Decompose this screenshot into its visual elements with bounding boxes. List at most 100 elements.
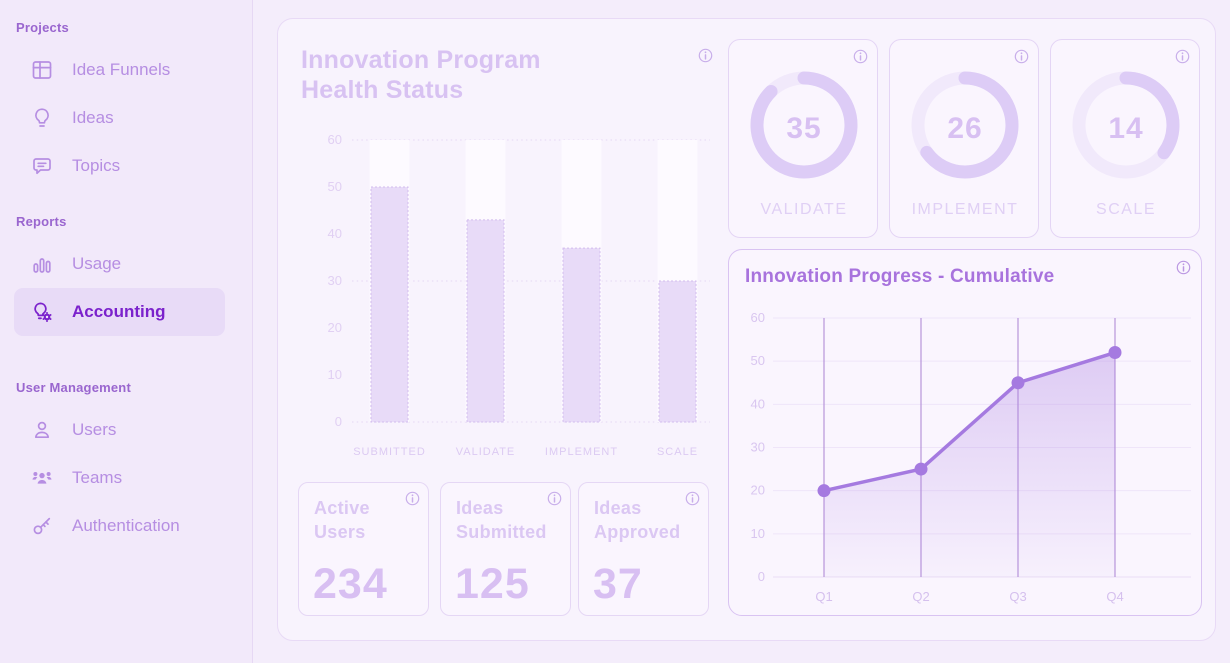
sidebar-section-label-projects: Projects <box>16 20 69 35</box>
stat-title: Ideas Submitted <box>456 498 547 542</box>
team-icon <box>30 466 54 490</box>
info-icon[interactable] <box>1176 260 1191 275</box>
sidebar-item-label: Usage <box>72 254 122 273</box>
health-status-title-line1: Innovation Program <box>301 46 541 74</box>
line-chart-line <box>822 350 1117 493</box>
line-chart-ytick-label: 20 <box>751 483 765 498</box>
info-icon[interactable] <box>698 48 713 63</box>
health-status-bar-chart: 0 10 20 30 40 50 60 SUBMITTED VALIDATE IMPLEMENT S… <box>298 119 722 479</box>
line-chart-ytick-label: 10 <box>751 526 765 541</box>
sidebar-item-topics[interactable]: Topics <box>14 142 225 190</box>
info-icon[interactable] <box>405 491 420 506</box>
sidebar-item-usage[interactable]: Usage <box>14 240 225 288</box>
stat-value: 125 <box>455 560 530 608</box>
bar-category-label: SUBMITTED <box>353 446 426 458</box>
bar-ytick-label: 40 <box>328 226 342 241</box>
stat-value: 37 <box>593 560 643 608</box>
gauge-progress-arc <box>911 71 1019 179</box>
sidebar-item-authentication[interactable]: Authentication <box>14 502 225 550</box>
sidebar-item-label: Teams <box>72 468 123 487</box>
bar-category-label: IMPLEMENT <box>545 446 618 458</box>
lightbulb-gear-icon <box>30 300 54 324</box>
line-chart-point-q4[interactable] <box>1108 346 1122 360</box>
gauge-progress-arc <box>750 71 858 179</box>
line-chart-xtick-label: Q2 <box>912 589 929 604</box>
bar-ytick-label: 60 <box>328 132 342 147</box>
sidebar-section-label-user-management: User Management <box>16 380 131 395</box>
line-chart-point-q1[interactable] <box>817 484 831 498</box>
line-chart-ytick-label: 40 <box>751 396 765 411</box>
gauge-label: IMPLEMENT <box>911 201 1019 218</box>
sidebar-item-users[interactable]: Users <box>14 406 225 454</box>
stat-card-active-users: Active Users 234 <box>298 482 429 616</box>
line-chart-xtick-label: Q1 <box>815 589 832 604</box>
gauge-ring <box>911 71 1019 179</box>
gauge-label: SCALE <box>1096 201 1156 218</box>
line-chart-point-q2[interactable] <box>914 462 928 476</box>
sidebar-item-accounting[interactable]: Accounting <box>14 288 225 336</box>
line-chart-ytick-label: 30 <box>751 440 765 455</box>
lightbulb-icon <box>30 106 54 130</box>
sidebar-item-label: Ideas <box>72 108 114 127</box>
gauge-value: 35 <box>786 112 822 145</box>
bar-submitted[interactable] <box>370 186 409 423</box>
sidebar-item-label: Accounting <box>72 302 166 321</box>
info-icon[interactable] <box>1175 49 1190 64</box>
sidebar-item-label: Users <box>72 420 117 439</box>
sidebar-item-ideas[interactable]: Ideas <box>14 94 225 142</box>
gauge-ring <box>750 71 858 179</box>
sidebar: Projects Idea Funnels Ideas Topics Reports Us… <box>0 0 253 663</box>
innovation-progress-title: Innovation Progress - Cumulative <box>745 266 1055 287</box>
health-status-title-line2: Health Status <box>301 76 464 104</box>
line-chart-ytick-label: 50 <box>751 353 765 368</box>
sidebar-item-label: Authentication <box>72 516 180 535</box>
gauge-label: VALIDATE <box>760 201 848 218</box>
cumulative-line-chart: 0 10 20 30 40 50 60 Q1 Q2 Q3 Q4 <box>751 310 1191 604</box>
gauge-ring <box>1072 71 1180 179</box>
gauge-card-implement: 26 IMPLEMENT <box>889 39 1039 238</box>
grid-icon <box>30 58 54 82</box>
user-icon <box>30 418 54 442</box>
stat-card-ideas-submitted: Ideas Submitted 125 <box>440 482 571 616</box>
bar-ytick-label: 50 <box>328 179 342 194</box>
info-icon[interactable] <box>547 491 562 506</box>
health-status-title: Innovation Program Health Status <box>301 45 631 105</box>
line-chart-xtick-label: Q4 <box>1106 589 1123 604</box>
sidebar-item-label: Idea Funnels <box>72 60 171 79</box>
bar-implement[interactable] <box>562 247 601 423</box>
main-panel: Innovation Program Health Status 0 10 20 30… <box>277 18 1216 641</box>
line-chart-point-q3[interactable] <box>1011 376 1025 390</box>
line-chart-ytick-label: 0 <box>758 569 765 584</box>
stat-title: Ideas Approved <box>594 498 681 542</box>
sidebar-item-idea-funnels[interactable]: Idea Funnels <box>14 46 225 94</box>
sidebar-item-label: Topics <box>72 156 121 175</box>
bar-chart-icon <box>30 252 54 276</box>
sidebar-item-teams[interactable]: Teams <box>14 454 225 502</box>
bar-ytick-label: 10 <box>328 367 342 382</box>
bar-category-label: SCALE <box>657 446 698 458</box>
line-chart-area <box>824 352 1115 577</box>
info-icon[interactable] <box>685 491 700 506</box>
chat-icon <box>30 154 54 178</box>
stat-card-ideas-approved: Ideas Approved 37 <box>578 482 709 616</box>
key-icon <box>30 514 54 538</box>
line-chart-xtick-label: Q3 <box>1009 589 1026 604</box>
bar-validate[interactable] <box>466 219 505 423</box>
bar-scale[interactable] <box>658 280 697 423</box>
stat-title: Active Users <box>314 498 370 542</box>
gauge-value: 26 <box>947 112 983 145</box>
line-chart-ytick-label: 60 <box>751 310 765 325</box>
gauge-card-validate: 35 VALIDATE <box>728 39 878 238</box>
bar-ytick-label: 0 <box>335 414 342 429</box>
stat-value: 234 <box>313 560 388 608</box>
gauge-progress-arc <box>1072 71 1180 179</box>
gauge-card-scale: 14 SCALE <box>1050 39 1200 238</box>
bar-ytick-label: 20 <box>328 320 342 335</box>
sidebar-section-label-reports: Reports <box>16 214 67 229</box>
innovation-progress-card: Innovation Progress - Cumulative 0 10 20 30… <box>728 249 1202 616</box>
info-icon[interactable] <box>853 49 868 64</box>
gauge-value: 14 <box>1108 112 1144 145</box>
info-icon[interactable] <box>1014 49 1029 64</box>
bar-category-label: VALIDATE <box>456 446 516 458</box>
bar-ytick-label: 30 <box>328 273 342 288</box>
